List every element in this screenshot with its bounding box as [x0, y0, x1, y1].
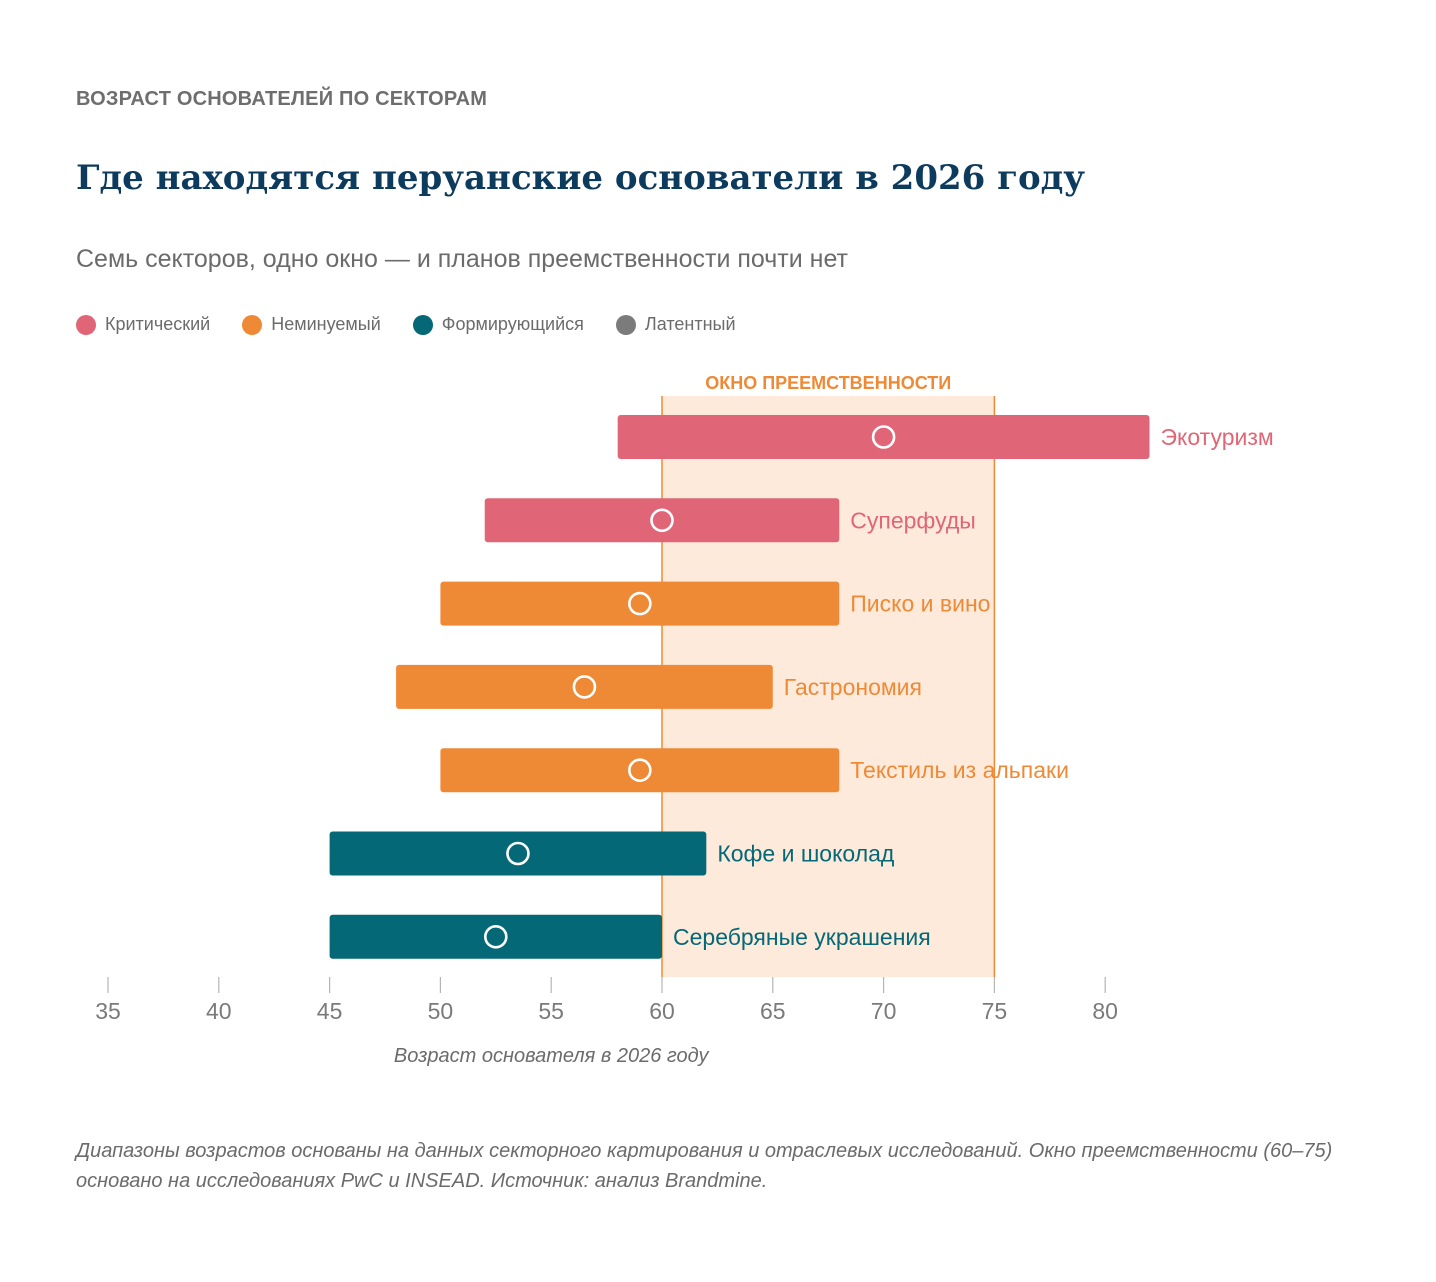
median-marker — [628, 591, 652, 616]
legend-swatch-critical — [76, 314, 96, 335]
median-marker — [483, 924, 508, 949]
sector-label: Текстиль из альпаки — [850, 757, 1069, 783]
legend-swatch-emerging — [412, 314, 433, 335]
x-tick-label: 75 — [982, 998, 1008, 1024]
sector-label: Экотуризм — [1161, 424, 1274, 450]
sector-label: Серебряные украшения — [673, 924, 931, 950]
x-axis-label: Возраст основателя в 2026 году — [394, 1045, 710, 1067]
x-tick-label: 40 — [206, 998, 232, 1024]
legend-item-emerging: Формирующийся — [412, 314, 584, 335]
x-tick-label: 65 — [760, 998, 786, 1024]
x-tick-label: 55 — [538, 998, 564, 1024]
legend-item-critical: Критический — [76, 314, 210, 335]
legend-item-latent: Латентный — [615, 314, 736, 335]
legend-swatch-imminent — [242, 314, 263, 335]
x-tick-label: 45 — [317, 998, 343, 1024]
legend-swatch-latent — [615, 314, 636, 335]
chart-eyebrow: ВОЗРАСТ ОСНОВАТЕЛЕЙ ПО СЕКТОРАМ — [76, 88, 488, 110]
median-marker — [871, 425, 896, 449]
x-tick-label: 60 — [649, 998, 675, 1024]
range-bar — [329, 914, 662, 959]
footnote: Диапазоны возрастов основаны на данных с… — [76, 1140, 1333, 1192]
succession-window-label: ОКНО ПРЕЕМСТВЕННОСТИ — [705, 373, 951, 393]
median-marker — [650, 508, 674, 533]
chart-subtitle: Семь секторов, одно окно — и планов прее… — [76, 245, 848, 273]
median-marker — [628, 758, 652, 783]
legend-item-imminent: Неминуемый — [242, 314, 381, 335]
x-tick-label: 70 — [871, 998, 897, 1024]
legend-label: Формирующийся — [441, 314, 584, 334]
legend-label: Латентный — [644, 314, 736, 334]
range-bar — [440, 581, 840, 626]
x-tick-label: 35 — [95, 998, 121, 1024]
sector-label: Гастрономия — [784, 674, 922, 700]
x-tick-label: 80 — [1092, 998, 1118, 1024]
range-bar — [329, 831, 707, 876]
median-marker — [506, 841, 530, 866]
sector-label: Суперфуды — [850, 507, 976, 533]
legend-label: Критический — [105, 314, 211, 334]
median-marker — [572, 675, 597, 699]
range-bar — [484, 498, 840, 543]
legend: Критический Неминуемый Формирующийся Лат… — [76, 314, 736, 335]
range-bar — [440, 748, 840, 793]
chart-title: Где находятся перуанские основатели в 20… — [76, 158, 1086, 198]
sector-label: Писко и вино — [850, 591, 990, 617]
range-bar — [396, 664, 773, 709]
x-tick-label: 50 — [428, 998, 454, 1024]
legend-label: Неминуемый — [271, 314, 381, 334]
sector-label: Кофе и шоколад — [717, 841, 895, 867]
range-bar — [617, 415, 1150, 459]
